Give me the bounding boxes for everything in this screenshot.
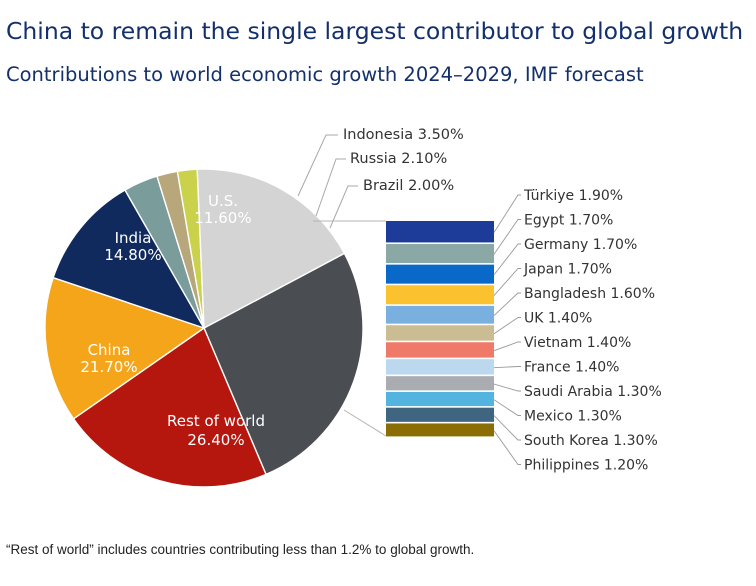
slice-label-brazil: Brazil 2.00% <box>363 178 454 194</box>
pie-slice-other-listed-bar-breakdown <box>196 168 346 330</box>
bar-leader-philippines <box>493 430 521 465</box>
bar-segment-mexico <box>386 391 494 407</box>
bar-leader-mexico <box>493 399 521 416</box>
bar-leader-uk <box>493 317 521 335</box>
slice-value-china: 21.70% <box>80 358 137 376</box>
slice-label-u-s: U.S. <box>208 192 238 210</box>
chart-subtitle: Contributions to world economic growth 2… <box>6 63 644 86</box>
bar-leader-japan <box>493 268 521 296</box>
bar-label-mexico: Mexico 1.30% <box>524 409 622 425</box>
bar-label-france: France 1.40% <box>524 360 619 376</box>
bar-leader-germany <box>493 243 521 276</box>
pie-slice-u-s <box>52 189 206 330</box>
slice-label-india: India <box>115 229 152 247</box>
pie-slice-china <box>72 326 267 488</box>
bar-segment-vietnam <box>386 342 494 358</box>
slice-label-rest-of-world: Rest of world <box>167 412 265 430</box>
bar-leader-egypt <box>493 219 521 255</box>
bar-leader-vietnam <box>493 341 521 352</box>
leader-line-brazil <box>329 185 358 229</box>
bar-label-south-korea: South Korea 1.30% <box>524 433 658 449</box>
bar-leader-t-rkiye <box>493 194 521 233</box>
slice-value-rest-of-world: 26.40% <box>187 431 244 449</box>
slice-value-u-s: 11.60% <box>194 209 251 227</box>
bar-label-japan: Japan 1.70% <box>523 262 612 278</box>
bar-leader-bangladesh <box>493 292 521 316</box>
slice-value-india: 14.80% <box>104 246 161 264</box>
bar-label-philippines: Philippines 1.20% <box>524 458 648 474</box>
bar-leader-south-korea <box>493 415 521 441</box>
bar-label-t-rkiye: Türkiye 1.90% <box>523 188 623 204</box>
bar-label-vietnam: Vietnam 1.40% <box>524 335 631 351</box>
bar-segment-south-korea <box>386 407 494 422</box>
bar-segment-t-rkiye <box>386 221 494 243</box>
bar-segment-egypt <box>386 244 494 264</box>
bar-connector-bottom <box>343 409 387 437</box>
chart-title: China to remain the single largest contr… <box>6 17 744 45</box>
bar-segment-france <box>386 359 494 375</box>
bar-label-germany: Germany 1.70% <box>524 237 637 253</box>
slice-label-russia: Russia 2.10% <box>350 151 447 167</box>
slice-label-indonesia: Indonesia 3.50% <box>343 127 464 143</box>
bar-segment-philippines <box>386 423 494 437</box>
pie-slice-india <box>44 276 206 420</box>
pie-slice-rest-of-world <box>203 252 364 476</box>
bar-leader-france <box>493 366 521 369</box>
bar-label-bangladesh: Bangladesh 1.60% <box>524 286 655 302</box>
leader-line-russia <box>315 158 346 217</box>
bar-leader-saudi-arabia <box>493 383 521 392</box>
leader-line-indonesia <box>297 134 338 197</box>
bar-label-egypt: Egypt 1.70% <box>524 213 613 229</box>
bar-label-saudi-arabia: Saudi Arabia 1.30% <box>524 384 662 400</box>
bar-label-uk: UK 1.40% <box>524 311 592 327</box>
bar-segment-saudi-arabia <box>386 376 494 391</box>
slice-label-china: China <box>88 341 131 359</box>
bar-segment-germany <box>386 264 494 284</box>
bar-segment-uk <box>386 325 494 341</box>
bar-segment-bangladesh <box>386 305 494 324</box>
bar-segment-japan <box>386 285 494 305</box>
footnote: “Rest of world” includes countries contr… <box>6 542 475 557</box>
